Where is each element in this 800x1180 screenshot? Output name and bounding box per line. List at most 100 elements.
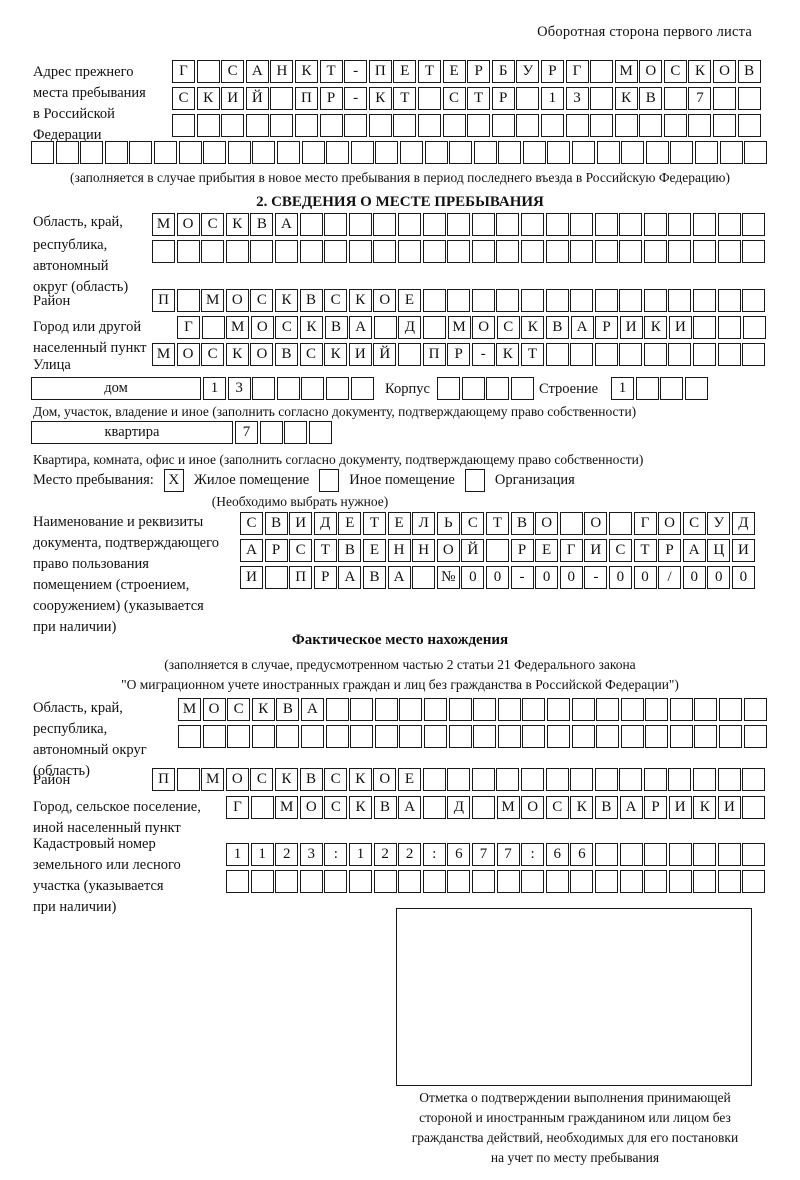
char-cell[interactable]: С bbox=[221, 60, 245, 83]
char-cell[interactable] bbox=[742, 796, 766, 819]
char-cell[interactable] bbox=[350, 725, 374, 748]
char-cell[interactable] bbox=[693, 289, 717, 312]
char-cell[interactable]: И bbox=[668, 316, 692, 339]
char-cell[interactable] bbox=[250, 796, 274, 819]
char-cell[interactable] bbox=[422, 870, 446, 893]
char-cell[interactable]: К bbox=[348, 768, 372, 791]
char-cell[interactable] bbox=[619, 289, 643, 312]
char-cell[interactable]: А bbox=[387, 566, 411, 589]
char-cell[interactable] bbox=[510, 377, 534, 400]
char-cell[interactable]: 2 bbox=[398, 843, 422, 866]
char-cell[interactable] bbox=[645, 698, 669, 721]
char-cell[interactable] bbox=[373, 316, 397, 339]
char-cell[interactable]: К bbox=[570, 796, 594, 819]
char-cell[interactable]: С bbox=[250, 289, 274, 312]
char-cell[interactable] bbox=[473, 698, 497, 721]
s2-option-label-inoe[interactable]: Иное помещение bbox=[349, 472, 455, 488]
char-cell[interactable]: С bbox=[608, 539, 632, 562]
char-cell[interactable] bbox=[668, 343, 692, 366]
char-cell[interactable] bbox=[496, 870, 520, 893]
char-cell[interactable] bbox=[423, 698, 447, 721]
char-cell[interactable]: Р bbox=[658, 539, 682, 562]
char-cell[interactable] bbox=[300, 725, 324, 748]
s3-region-row-2[interactable] bbox=[178, 725, 768, 748]
char-cell[interactable]: О bbox=[176, 213, 200, 236]
char-cell[interactable]: Р bbox=[491, 87, 515, 110]
char-cell[interactable]: П bbox=[422, 343, 446, 366]
char-cell[interactable] bbox=[196, 114, 220, 137]
char-cell[interactable] bbox=[437, 377, 460, 400]
char-cell[interactable] bbox=[447, 240, 471, 263]
char-cell[interactable]: М bbox=[152, 343, 175, 366]
char-cell[interactable]: П bbox=[152, 289, 175, 312]
char-cell[interactable]: М bbox=[178, 698, 201, 721]
char-cell[interactable] bbox=[299, 213, 323, 236]
char-cell[interactable]: Д bbox=[447, 796, 471, 819]
char-cell[interactable]: С bbox=[461, 512, 485, 535]
char-cell[interactable]: С bbox=[250, 768, 274, 791]
char-cell[interactable]: О bbox=[521, 796, 545, 819]
char-cell[interactable] bbox=[619, 343, 643, 366]
char-cell[interactable]: В bbox=[594, 796, 618, 819]
char-cell[interactable] bbox=[717, 768, 741, 791]
char-cell[interactable] bbox=[688, 114, 712, 137]
char-cell[interactable]: Б bbox=[491, 60, 515, 83]
char-cell[interactable] bbox=[422, 213, 446, 236]
char-cell[interactable] bbox=[276, 725, 300, 748]
char-cell[interactable] bbox=[695, 141, 719, 164]
char-cell[interactable] bbox=[447, 213, 471, 236]
char-cell[interactable]: Р bbox=[264, 539, 288, 562]
char-cell[interactable]: 2 bbox=[275, 843, 299, 866]
char-cell[interactable]: О bbox=[299, 796, 323, 819]
char-cell[interactable] bbox=[668, 870, 692, 893]
char-cell[interactable]: М bbox=[201, 768, 225, 791]
char-cell[interactable]: 0 bbox=[485, 566, 509, 589]
char-cell[interactable] bbox=[522, 698, 546, 721]
char-cell[interactable] bbox=[570, 240, 594, 263]
char-cell[interactable]: Ь bbox=[436, 512, 460, 535]
char-cell[interactable] bbox=[713, 114, 737, 137]
char-cell[interactable]: 1 bbox=[203, 377, 226, 400]
char-cell[interactable] bbox=[498, 141, 522, 164]
char-cell[interactable] bbox=[594, 870, 618, 893]
char-cell[interactable]: Е bbox=[362, 539, 386, 562]
char-cell[interactable] bbox=[467, 114, 491, 137]
char-cell[interactable]: А bbox=[398, 796, 422, 819]
char-cell[interactable] bbox=[176, 289, 200, 312]
char-cell[interactable] bbox=[742, 768, 766, 791]
char-cell[interactable] bbox=[660, 377, 684, 400]
char-cell[interactable] bbox=[80, 141, 104, 164]
char-cell[interactable] bbox=[442, 114, 466, 137]
char-cell[interactable]: С bbox=[324, 768, 348, 791]
char-cell[interactable] bbox=[284, 421, 308, 444]
char-cell[interactable] bbox=[178, 141, 202, 164]
char-cell[interactable]: 0 bbox=[461, 566, 485, 589]
char-cell[interactable] bbox=[571, 725, 595, 748]
char-cell[interactable] bbox=[270, 87, 294, 110]
char-cell[interactable]: К bbox=[368, 87, 392, 110]
char-cell[interactable] bbox=[545, 343, 569, 366]
char-cell[interactable]: 3 bbox=[299, 843, 323, 866]
char-cell[interactable] bbox=[570, 343, 594, 366]
char-cell[interactable] bbox=[693, 343, 717, 366]
char-cell[interactable]: У bbox=[516, 60, 540, 83]
char-cell[interactable] bbox=[545, 768, 569, 791]
char-cell[interactable] bbox=[516, 114, 540, 137]
char-cell[interactable] bbox=[608, 512, 632, 535]
char-cell[interactable]: С bbox=[299, 343, 323, 366]
char-cell[interactable]: 6 bbox=[545, 843, 569, 866]
char-cell[interactable] bbox=[350, 698, 374, 721]
char-cell[interactable]: И bbox=[289, 512, 313, 535]
char-cell[interactable]: С bbox=[240, 512, 263, 535]
char-cell[interactable] bbox=[299, 870, 323, 893]
char-cell[interactable] bbox=[252, 377, 276, 400]
char-cell[interactable] bbox=[643, 768, 667, 791]
char-cell[interactable] bbox=[545, 289, 569, 312]
char-cell[interactable]: : bbox=[422, 843, 446, 866]
